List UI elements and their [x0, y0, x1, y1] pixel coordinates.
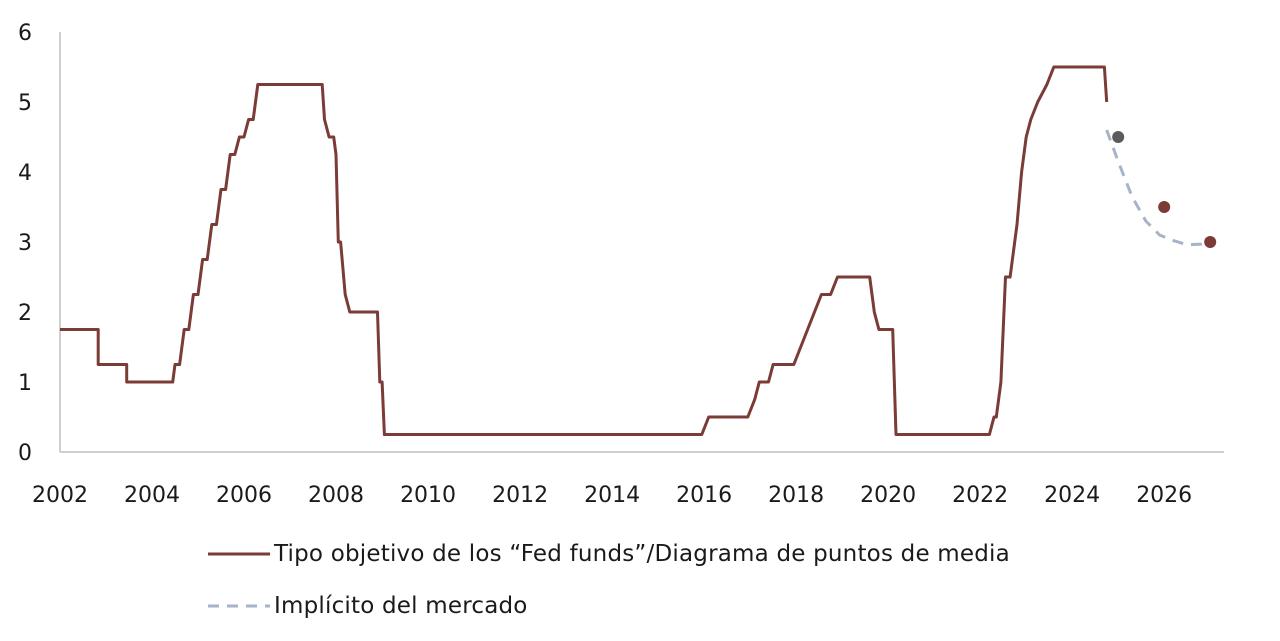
x-tick-label: 2008 [308, 483, 364, 508]
legend-label-fed-funds: Tipo objetivo de los “Fed funds”/Diagram… [274, 541, 1010, 567]
x-tick-label: 2020 [860, 483, 916, 508]
legend-item-fed-funds: Tipo objetivo de los “Fed funds”/Diagram… [208, 528, 1010, 580]
dot-plot-point [1204, 236, 1217, 248]
series-layer [60, 65, 1209, 436]
x-tick-label: 2006 [216, 483, 272, 508]
y-tick-label: 1 [18, 371, 32, 396]
y-tick-label: 2 [18, 301, 32, 326]
points-layer [1112, 131, 1217, 248]
y-axis: 0 1 2 3 4 5 6 [18, 21, 61, 466]
x-tick-label: 2004 [124, 483, 180, 508]
y-tick-label: 6 [18, 21, 32, 46]
x-tick-label: 2024 [1044, 483, 1100, 508]
x-tick-label: 2026 [1136, 483, 1192, 508]
series-line-fed-funds [60, 65, 1109, 436]
legend-swatch-dashed-line [208, 604, 270, 608]
x-tick-label: 2010 [400, 483, 456, 508]
x-tick-label: 2012 [492, 483, 548, 508]
x-tick-label: 2018 [768, 483, 824, 508]
x-tick-label: 2014 [584, 483, 640, 508]
series-line-market-implied [1105, 129, 1209, 247]
x-axis: 2002 2004 2006 2008 2010 2012 2014 2016 2018 2020… [32, 451, 1224, 508]
legend-swatch-solid-line [208, 552, 270, 556]
y-tick-label: 0 [18, 441, 32, 466]
x-tick-label: 2016 [676, 483, 732, 508]
y-tick-label: 5 [18, 91, 32, 116]
legend-label-market-implied: Implícito del mercado [274, 593, 528, 619]
legend-item-market-implied: Implícito del mercado [208, 580, 1010, 632]
y-tick-label: 3 [18, 231, 32, 256]
legend: Tipo objetivo de los “Fed funds”/Diagram… [208, 528, 1010, 632]
y-tick-label: 4 [18, 161, 32, 186]
x-tick-label: 2022 [952, 483, 1008, 508]
x-tick-label: 2002 [32, 483, 88, 508]
dot-plot-point [1158, 201, 1171, 213]
dot-plot-point [1112, 131, 1125, 143]
